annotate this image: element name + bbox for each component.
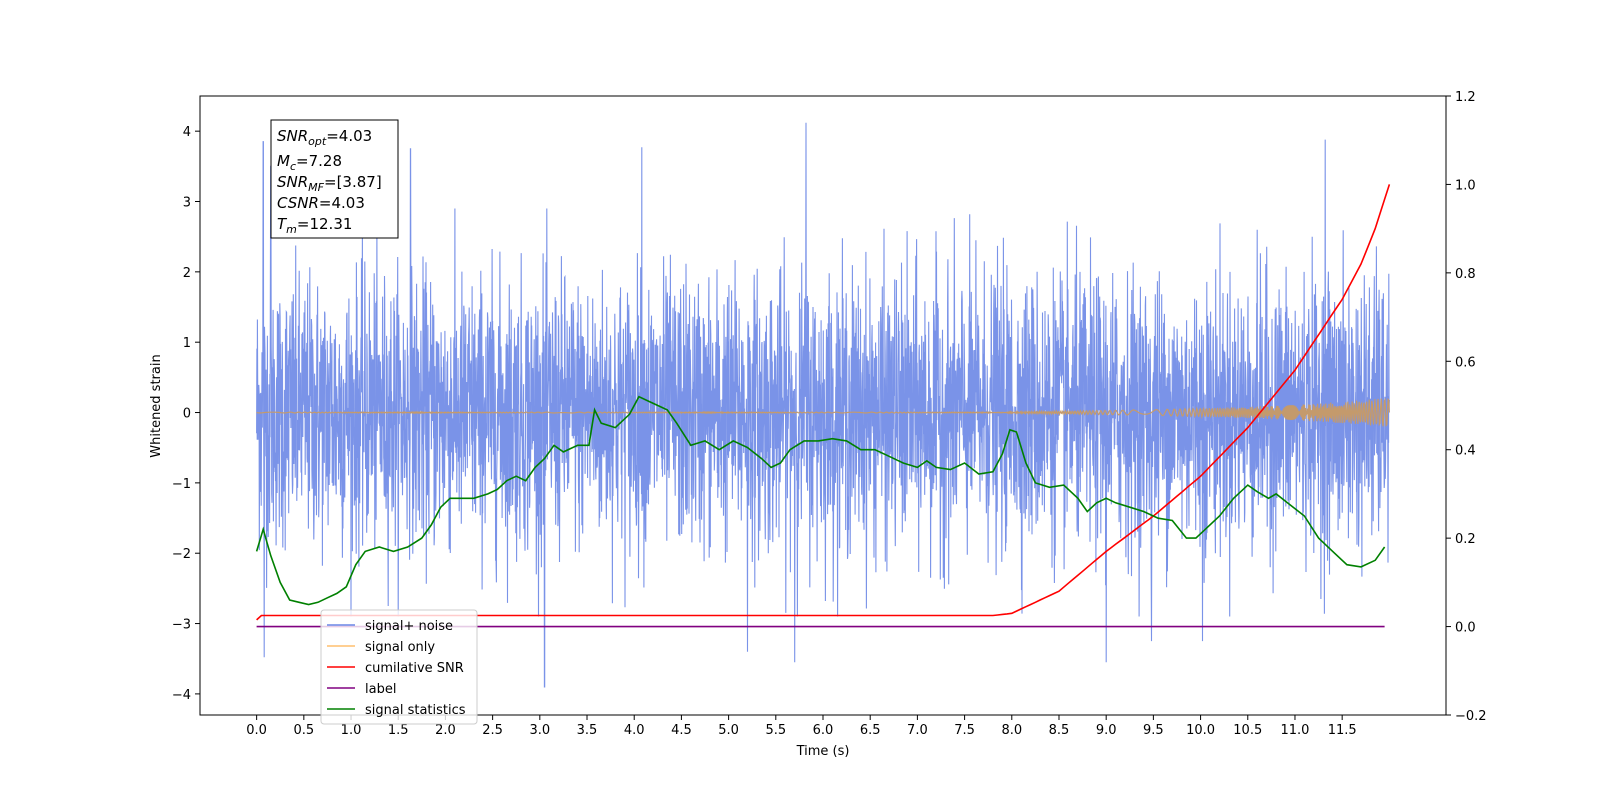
svg-text:Tm=12.31: Tm=12.31 bbox=[277, 215, 352, 236]
x-tick-label: 0.5 bbox=[293, 723, 314, 738]
y-tick-label: −4 bbox=[172, 688, 191, 703]
x-tick-label: 11.0 bbox=[1280, 723, 1309, 738]
x-tick-label: 5.5 bbox=[765, 723, 786, 738]
stats-snr-mf: =[3.87] bbox=[324, 173, 382, 191]
x-tick-label: 2.0 bbox=[435, 723, 456, 738]
stats-mc: =7.28 bbox=[296, 152, 342, 170]
svg-text:SNRopt=4.03: SNRopt=4.03 bbox=[277, 127, 372, 148]
x-tick-label: 7.5 bbox=[954, 723, 975, 738]
x-tick-label: 6.0 bbox=[813, 723, 834, 738]
x-tick-label: 6.5 bbox=[860, 723, 881, 738]
y2-tick-label: 1.2 bbox=[1455, 90, 1476, 105]
x-tick-label: 1.5 bbox=[388, 723, 409, 738]
x-tick-label: 10.0 bbox=[1186, 723, 1215, 738]
series-signal-only bbox=[256, 397, 1390, 427]
legend: signal+ noise signal only cumilative SNR la… bbox=[320, 609, 478, 725]
x-tick-label: 2.5 bbox=[482, 723, 503, 738]
y2-tick-label: −0.2 bbox=[1455, 709, 1487, 724]
y-tick-label: 2 bbox=[183, 266, 191, 281]
y-tick-label: −1 bbox=[172, 477, 191, 492]
x-tick-label: 7.0 bbox=[907, 723, 928, 738]
y2-tick-label: 0.2 bbox=[1455, 532, 1476, 547]
x-tick-label: 8.0 bbox=[1001, 723, 1022, 738]
x-tick-label: 11.5 bbox=[1328, 723, 1357, 738]
y-tick-label: 0 bbox=[183, 407, 191, 422]
x-tick-label: 3.5 bbox=[577, 723, 598, 738]
y2-tick-label: 0.0 bbox=[1455, 621, 1476, 636]
x-tick-label: 4.0 bbox=[624, 723, 645, 738]
series-signal-noise bbox=[256, 122, 1390, 688]
stats-tm: =12.31 bbox=[297, 215, 353, 233]
legend-entry-label: signal+ noise bbox=[365, 619, 453, 634]
y-tick-label: 3 bbox=[183, 196, 191, 211]
series-signal-statistics bbox=[255, 395, 1386, 606]
y-axis-label: Whitened strain bbox=[149, 354, 164, 457]
x-axis-label: Time (s) bbox=[796, 744, 850, 759]
svg-text:Mc=7.28: Mc=7.28 bbox=[277, 152, 342, 173]
x-tick-label: 1.0 bbox=[341, 723, 362, 738]
x-tick-label: 9.0 bbox=[1096, 723, 1117, 738]
legend-entry-label: cumilative SNR bbox=[365, 661, 464, 676]
legend-entry-label: label bbox=[365, 682, 396, 697]
y-tick-label: −3 bbox=[172, 618, 191, 633]
x-tick-label: 3.0 bbox=[529, 723, 550, 738]
x-tick-label: 8.5 bbox=[1049, 723, 1070, 738]
y2-tick-label: 0.4 bbox=[1455, 444, 1476, 459]
y2-tick-label: 1.0 bbox=[1455, 178, 1476, 193]
x-tick-label: 10.5 bbox=[1233, 723, 1262, 738]
legend-entry-label: signal only bbox=[365, 640, 435, 655]
y2-tick-label: 0.6 bbox=[1455, 355, 1476, 370]
x-tick-label: 4.5 bbox=[671, 723, 692, 738]
y-tick-label: −2 bbox=[172, 547, 191, 562]
x-tick-label: 5.0 bbox=[718, 723, 739, 738]
legend-box bbox=[320, 609, 478, 725]
stats-annotation-box: SNRopt=4.03 Mc=7.28 SNRMF=[3.87] CSNR=4.… bbox=[270, 119, 399, 239]
stats-snr-opt: =4.03 bbox=[326, 127, 372, 145]
stats-csnr: =4.03 bbox=[319, 194, 365, 212]
legend-entry-label: signal statistics bbox=[365, 703, 466, 718]
x-tick-label: 9.5 bbox=[1143, 723, 1164, 738]
x-tick-label: 0.0 bbox=[246, 723, 267, 738]
y2-tick-label: 0.8 bbox=[1455, 267, 1476, 282]
svg-text:SNRMF=[3.87]: SNRMF=[3.87] bbox=[277, 173, 382, 194]
y-tick-label: 1 bbox=[183, 336, 191, 351]
y-tick-label: 4 bbox=[183, 125, 191, 140]
svg-text:CSNR=4.03: CSNR=4.03 bbox=[277, 194, 365, 212]
